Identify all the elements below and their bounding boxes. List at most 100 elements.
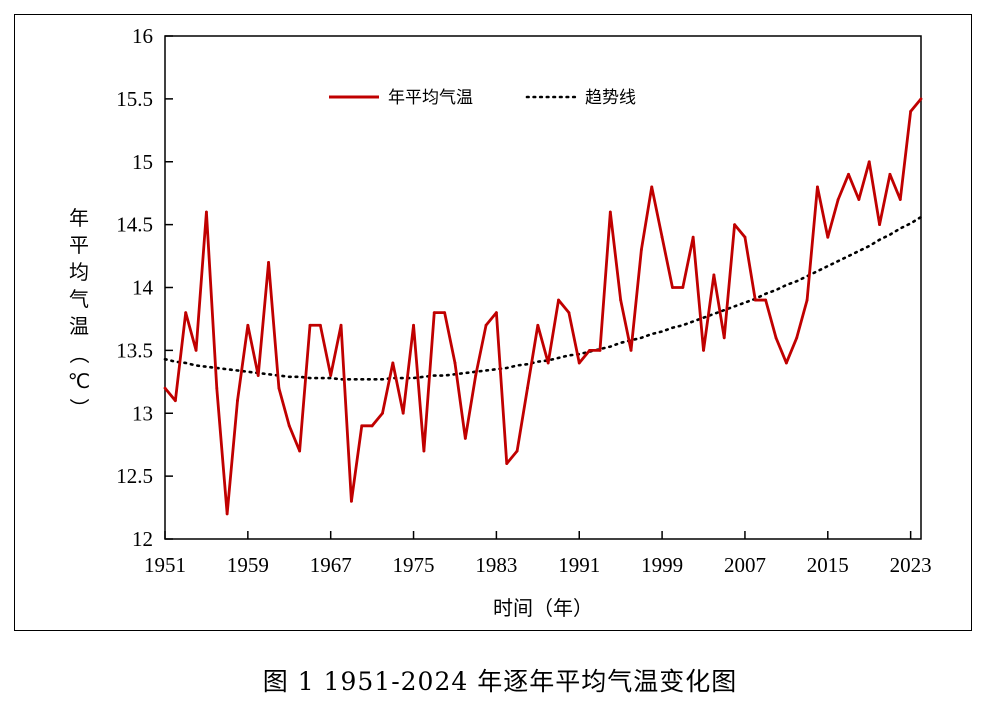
data-point [847,172,850,176]
data-point [256,374,260,377]
data-point [867,160,871,164]
data-point [318,323,322,327]
x-tick-label: 2015 [807,553,849,577]
data-point [215,386,219,390]
data-point [205,210,208,214]
data-point [878,223,881,227]
data-point [412,323,415,327]
series-line-trend [163,215,923,381]
data-point [505,462,509,465]
data-point [546,361,550,365]
data-point [764,298,768,302]
data-point [494,311,498,315]
data-point [722,336,726,340]
data-point [401,411,405,415]
series-line-annual-temp [163,97,923,516]
x-tick-label: 2007 [724,553,766,577]
y-tick-labels: 12 12.5 13 13.5 14 14.5 15 15.5 16 [116,24,153,551]
data-point [339,323,343,327]
data-point [826,235,830,239]
data-point [836,198,840,201]
x-tick-label: 1999 [641,553,683,577]
data-point [277,386,281,390]
data-point [557,298,560,302]
data-point [774,336,778,340]
x-axis-title: 时间（年） [493,596,593,620]
data-points [163,97,923,516]
data-point [350,499,353,503]
x-tick-label: 1991 [558,553,600,577]
figure-caption: 图 1 1951-2024 年逐年平均气温变化图 [262,667,738,696]
data-point [639,248,643,252]
y-axis-title-char: 气 [69,287,89,311]
data-point [919,97,923,101]
data-point [681,286,685,289]
y-axis-title-char: 均 [69,260,89,284]
data-point [629,348,633,352]
y-tick-label: 12.5 [116,464,153,488]
data-point [236,399,239,403]
data-point [526,386,529,390]
legend-label-annual-temp: 年平均气温 [388,88,473,108]
x-tick-label: 2023 [890,553,932,577]
data-point [702,348,705,352]
y-tick-label: 14.5 [116,213,153,237]
data-point [909,110,913,113]
x-tick-label: 1967 [310,553,352,577]
data-point [463,437,467,440]
data-point [422,449,426,453]
data-point [360,424,364,428]
axis-ticks [164,35,912,540]
data-point [163,386,167,390]
data-point [298,449,302,453]
x-tick-label: 1983 [475,553,517,577]
data-point [329,374,333,377]
y-axis-title-char: （ [67,344,91,364]
legend-label-trend: 趋势线 [585,88,636,108]
data-point [443,311,447,315]
data-point [608,210,612,214]
y-axis-title-char: ） [67,398,91,418]
data-point [370,424,374,428]
data-point [619,298,623,302]
data-point [308,323,312,327]
y-axis-title-char: 年 [69,206,89,230]
data-point [691,235,695,239]
y-tick-label: 16 [132,24,153,48]
y-axis-title: 年平均气温 （ ℃ ） [67,206,91,418]
y-tick-label: 12 [132,527,153,551]
data-point [577,361,581,365]
data-point [598,348,602,352]
data-point [857,198,861,201]
y-axis-title-char: ℃ [68,369,90,393]
data-point [795,336,799,340]
data-point [753,298,757,302]
data-point [898,198,902,201]
x-tick-label: 1975 [393,553,435,577]
data-point [567,311,571,315]
data-point [816,185,819,189]
data-point [432,311,436,315]
y-axis-title-char: 平 [69,233,89,257]
x-tick-label: 1959 [227,553,269,577]
data-point [660,235,664,239]
y-axis-title-char: 温 [69,314,89,338]
y-tick-label: 15.5 [116,87,153,111]
data-point [453,361,457,365]
y-tick-label: 13.5 [116,338,153,362]
data-point [391,361,395,365]
data-point [536,323,540,327]
data-point [733,223,736,227]
data-point [671,286,674,289]
data-point [888,172,892,176]
y-tick-label: 15 [132,150,153,174]
data-point [474,374,478,377]
data-point [381,411,384,415]
data-point [588,348,592,352]
x-tick-labels: 1951 1959 1967 1975 1983 1991 1999 2007 2015 2023 [144,553,932,577]
data-point [173,399,177,403]
data-point [194,348,198,352]
data-point [225,512,229,516]
y-tick-label: 14 [132,276,154,300]
